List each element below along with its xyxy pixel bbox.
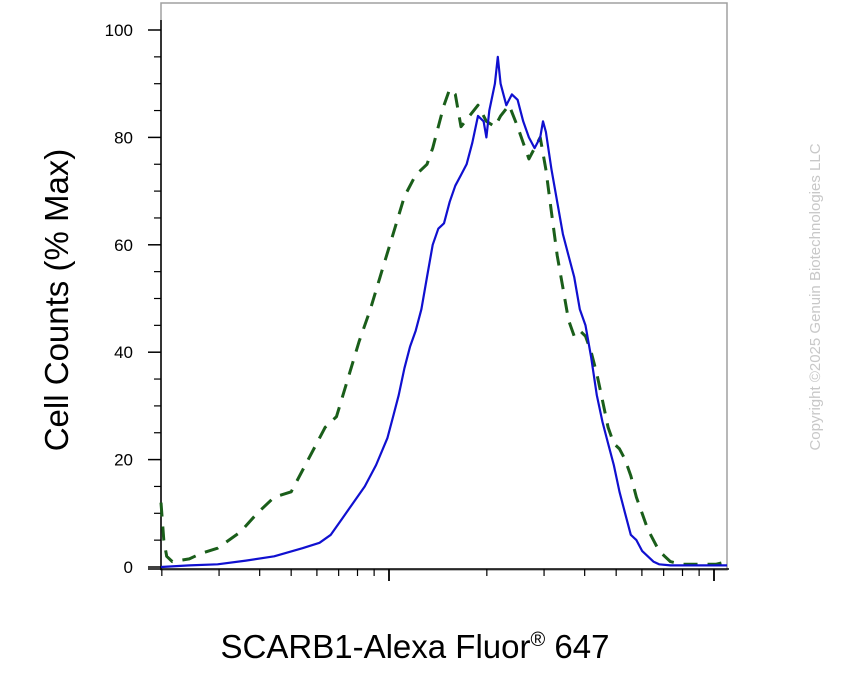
x-axis-label: SCARB1-Alexa Fluor® 647 [221, 628, 610, 665]
y-axis-label: Cell Counts (% Max) [38, 149, 75, 452]
copyright-watermark: Copyright ©2025 Genuin Biotechnologies L… [807, 143, 824, 450]
x-axis [148, 568, 729, 581]
y-tick-label: 0 [124, 558, 133, 577]
series-layer [159, 55, 728, 569]
y-tick-label: 40 [114, 343, 133, 362]
plot-frame [160, 2, 728, 571]
y-axis: 0 20 40 60 80 100 [105, 20, 162, 577]
y-tick-label: 60 [114, 236, 133, 255]
registered-mark: ® [530, 629, 545, 651]
series-line-solid [160, 55, 727, 569]
y-tick-label: 80 [114, 128, 133, 147]
x-axis-label-suffix: 647 [545, 628, 609, 665]
y-tick-label: 100 [105, 21, 133, 40]
y-tick-label: 20 [114, 451, 133, 470]
x-axis-label-text: SCARB1-Alexa Fluor [221, 628, 531, 665]
series-line-dashed [159, 87, 728, 566]
